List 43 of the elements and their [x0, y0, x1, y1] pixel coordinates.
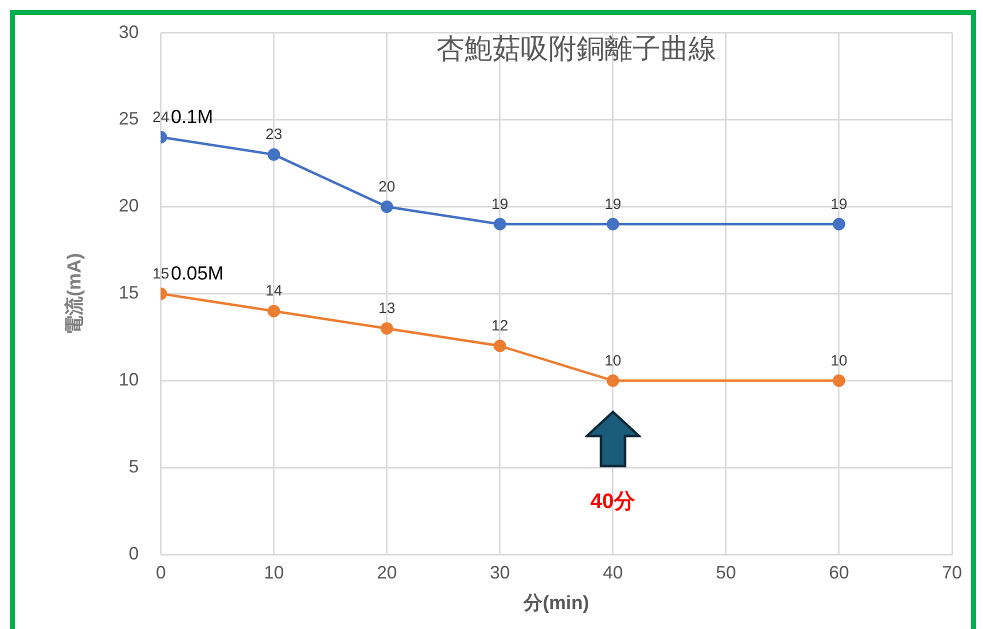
point	[494, 340, 506, 352]
data-label: 13	[378, 300, 396, 318]
x-tick-label: 20	[376, 562, 397, 582]
y-tick-label: 20	[118, 196, 139, 216]
x-tick-label: 0	[156, 562, 166, 582]
data-label: 23	[266, 126, 282, 144]
point	[380, 200, 394, 213]
y-tick-label: 25	[118, 108, 139, 129]
point	[380, 322, 394, 335]
x-tick-label: 60	[828, 562, 849, 582]
x-tick-label: 50	[716, 562, 736, 582]
point	[268, 148, 280, 161]
data-label: 19	[604, 196, 622, 213]
chart-title: 杏鮑菇吸附銅離子曲線	[436, 34, 716, 66]
point	[832, 374, 846, 387]
data-label: 19	[830, 196, 848, 213]
y-tick-label: 10	[118, 370, 139, 390]
data-label: 19	[492, 196, 508, 213]
y-tick-label: 15	[118, 282, 139, 303]
data-label: 24	[152, 108, 170, 126]
x-tick-label: 70	[942, 562, 962, 582]
data-label: 12	[492, 318, 508, 335]
x-axis-title: 分(min)	[522, 592, 590, 614]
data-label: 20	[378, 178, 396, 196]
point	[606, 218, 620, 230]
y-axis-title: 電流(mA)	[64, 253, 86, 334]
x-tick-label: 40	[602, 562, 623, 582]
point	[494, 218, 506, 230]
point	[268, 304, 280, 318]
point	[606, 374, 620, 387]
y-tick-label: 0	[128, 544, 139, 564]
annotation: 40分	[590, 490, 636, 514]
point	[832, 218, 846, 230]
data-label: 14	[266, 282, 282, 300]
y-tick-label: 5	[128, 456, 139, 477]
data-label: 10	[604, 352, 622, 370]
data-label: 10	[830, 352, 848, 370]
series-label: 0.05M	[170, 263, 224, 284]
y-tick-label: 30	[118, 22, 139, 42]
x-tick-label: 10	[264, 562, 284, 582]
series-label: 0.1M	[170, 106, 214, 128]
x-tick-label: 30	[490, 562, 510, 582]
data-label: 15	[152, 265, 170, 282]
